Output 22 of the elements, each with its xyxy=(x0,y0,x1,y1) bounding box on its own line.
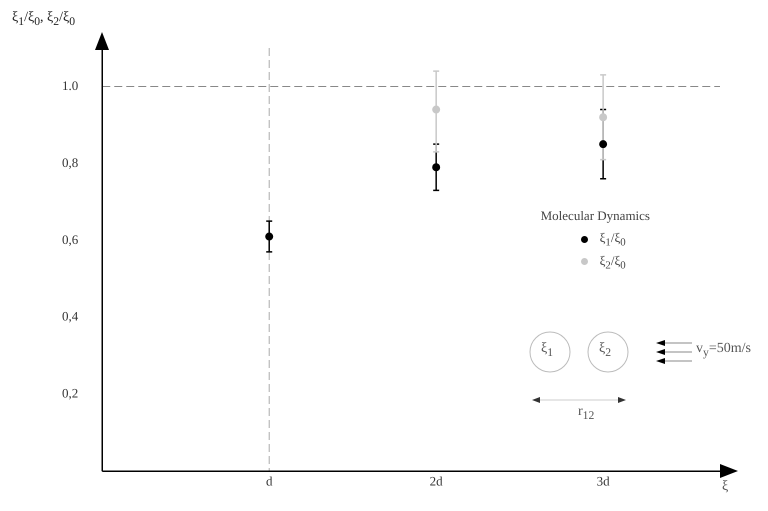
y-tick-label: 0,6 xyxy=(62,232,79,247)
x-tick-label: 2d xyxy=(430,473,444,488)
legend-title: Molecular Dynamics xyxy=(540,208,650,224)
point xyxy=(432,163,440,172)
y-tick-label: 0,8 xyxy=(62,154,78,170)
legend-label: ξ$_{1}$/ξ$_{0}$ xyxy=(600,230,626,249)
x-tick-label: 3d xyxy=(596,473,610,488)
y-tick-label: 0,4 xyxy=(62,308,79,324)
point xyxy=(599,113,608,122)
x-tick-label: d xyxy=(266,473,273,488)
y-axis-title: ξ$_{1}$/ξ$_{0}$, ξ$_{2}$/ξ$_{0}$ xyxy=(12,10,76,28)
y-tick-label: 0,2 xyxy=(62,386,78,401)
y-tick-label: 1.0 xyxy=(62,78,78,93)
point xyxy=(265,232,274,241)
x-axis-title: ξ xyxy=(722,479,728,496)
annotation: v$_{y}$=50m/s xyxy=(696,341,751,359)
legend-label: ξ$_{2}$/ξ$_{0}$ xyxy=(600,252,626,272)
point xyxy=(599,140,608,148)
annotation: ξ$_{1}$ xyxy=(541,341,554,359)
point xyxy=(432,106,440,114)
annotation: r$_{12}$ xyxy=(578,404,594,422)
annotation: ξ$_{2}$ xyxy=(599,341,612,359)
